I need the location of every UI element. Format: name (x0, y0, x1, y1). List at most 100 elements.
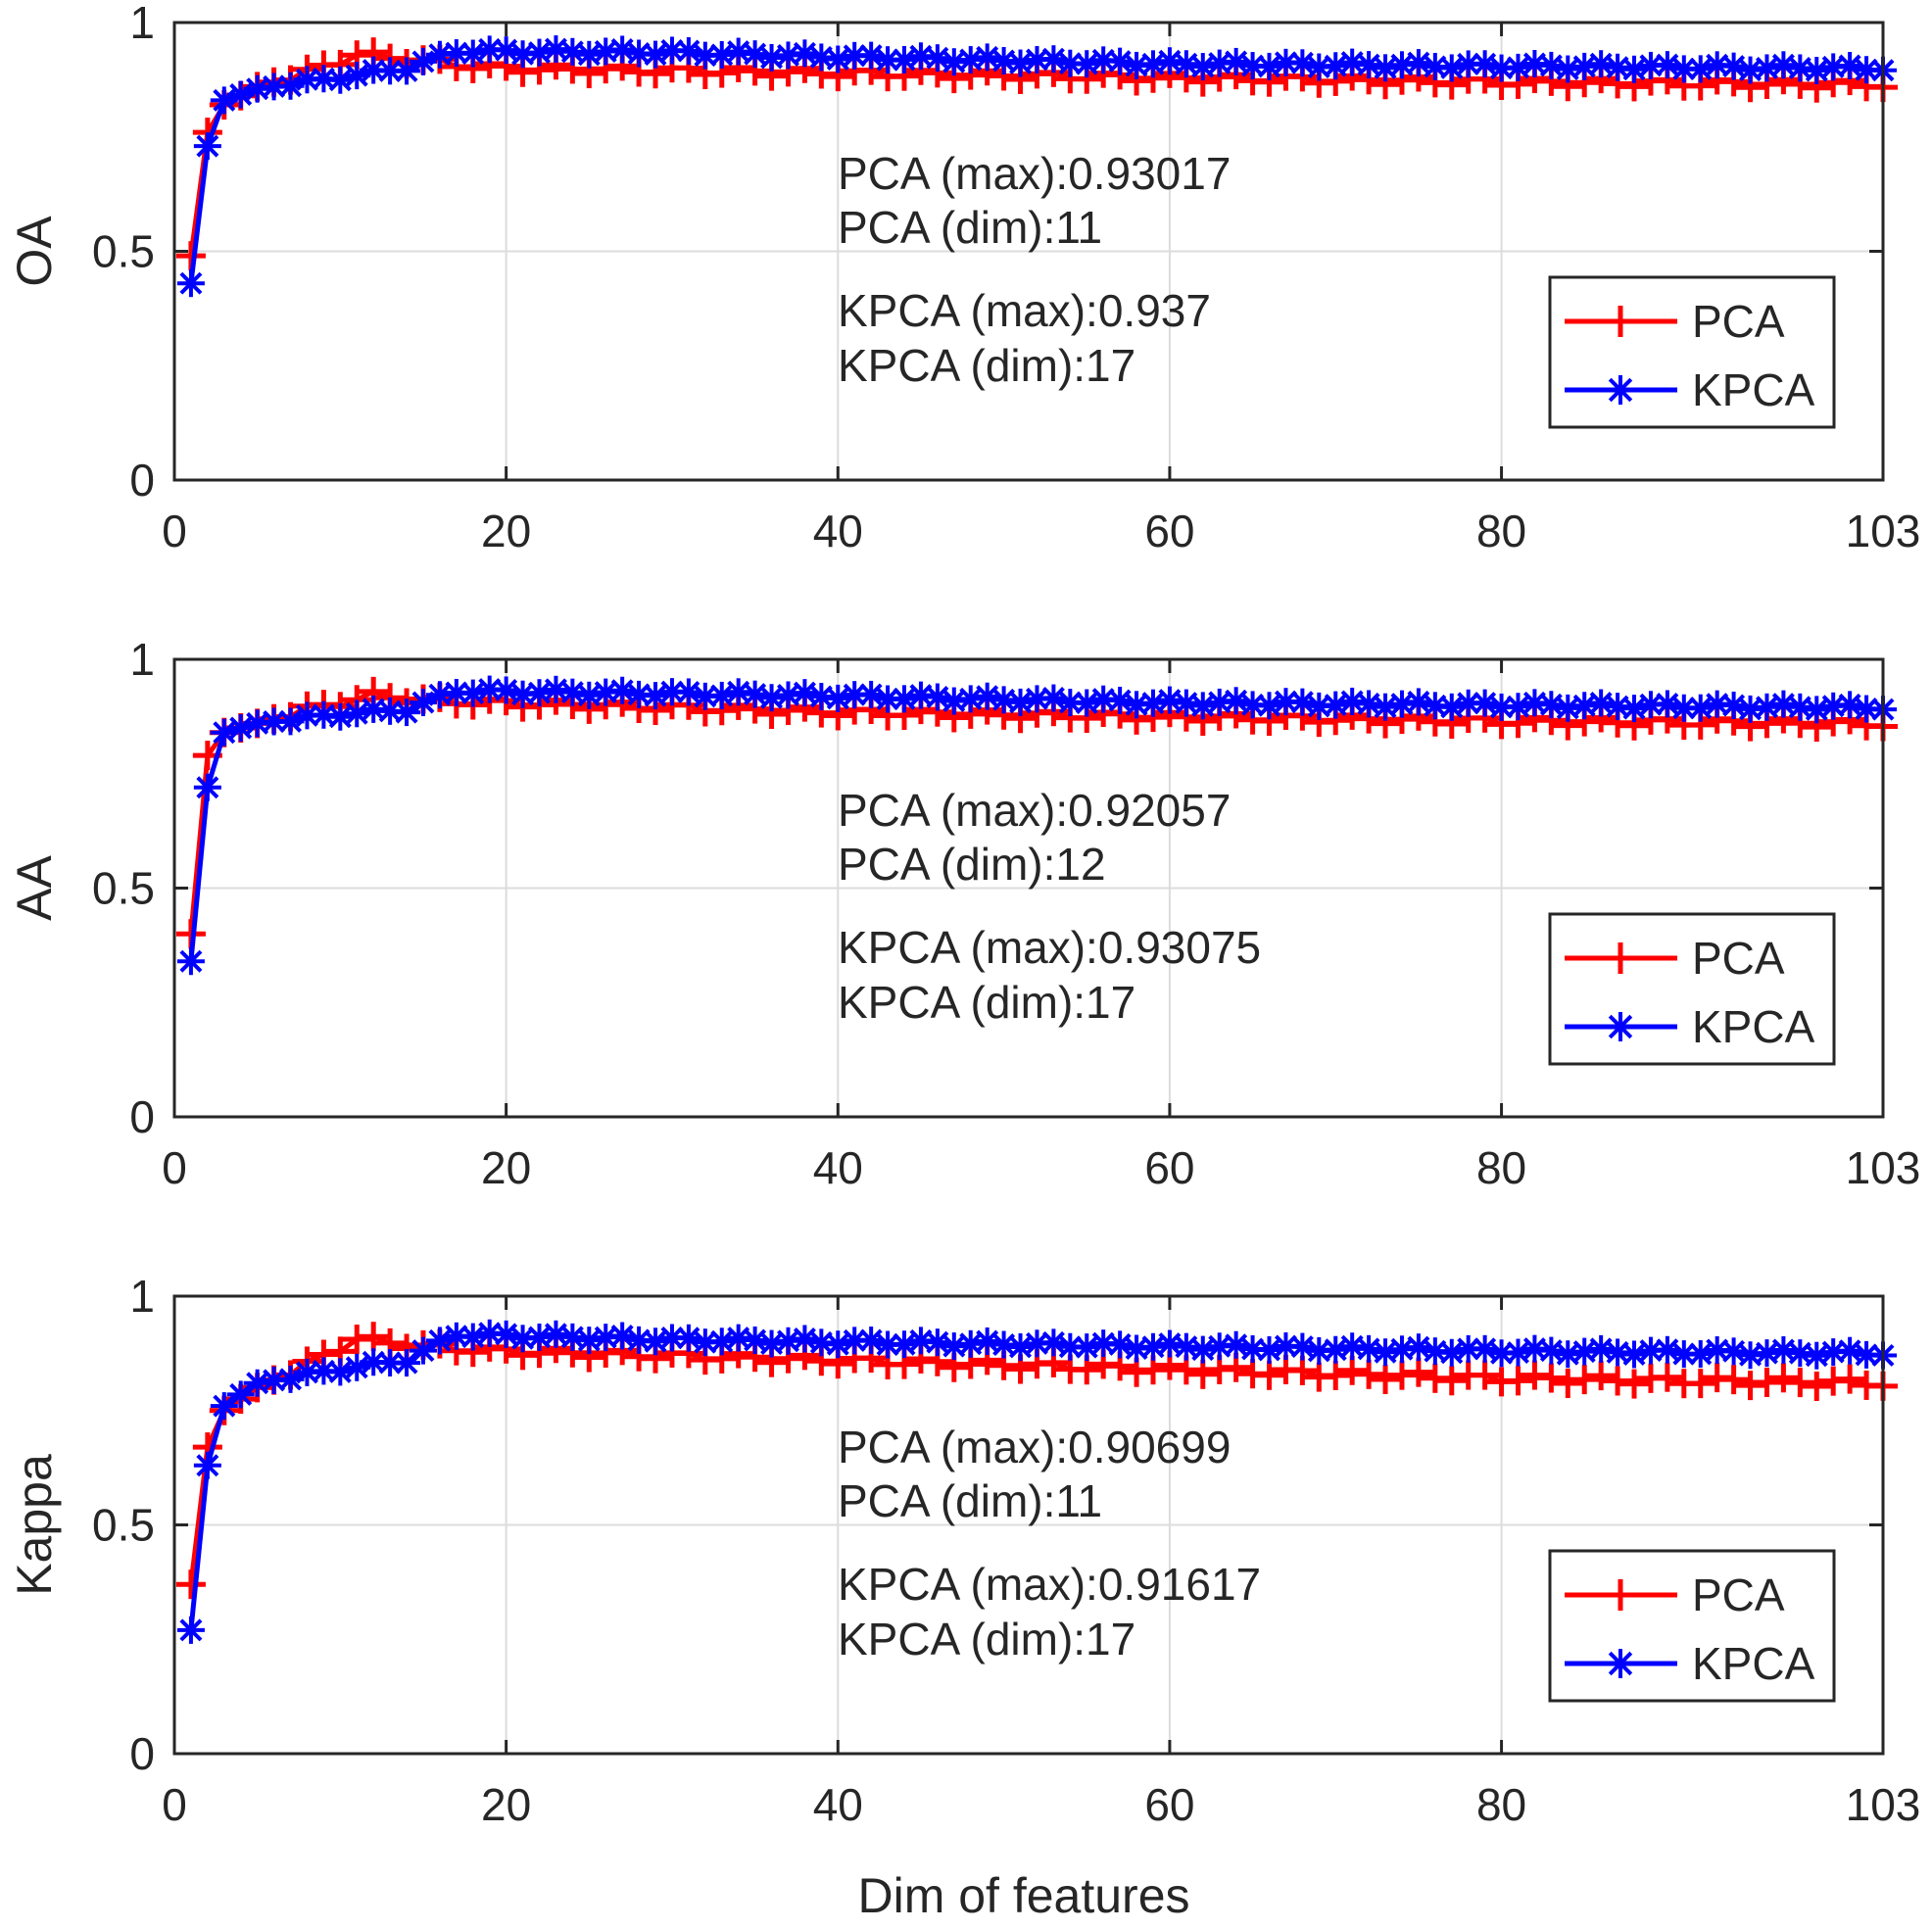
data-point (1719, 52, 1748, 80)
data-point (691, 1328, 719, 1357)
data-point (1719, 691, 1748, 719)
data-point (343, 700, 371, 728)
x-tick-label: 60 (1144, 1142, 1194, 1193)
data-point (459, 39, 487, 68)
legend-label: KPCA (1692, 1638, 1815, 1689)
data-point (1537, 51, 1566, 79)
annotation-text: PCA (dim):12 (838, 839, 1106, 890)
data-point (1138, 1332, 1167, 1361)
y-tick-label: 0 (129, 1091, 155, 1142)
y-tick-label: 1 (129, 634, 155, 685)
annotation-text: KPCA (dim):17 (838, 977, 1135, 1028)
data-point (260, 72, 288, 101)
data-point (1255, 52, 1283, 80)
data-point (1222, 687, 1250, 715)
data-point (707, 681, 736, 709)
legend-box (1548, 275, 1836, 429)
legend: PCA KPCA (1548, 1549, 1836, 1703)
data-point (525, 38, 554, 67)
data-point (1587, 1334, 1616, 1363)
data-point (1338, 1332, 1367, 1361)
data-point (1073, 1333, 1101, 1362)
data-point (1106, 1330, 1135, 1359)
legend-marker (1605, 306, 1636, 337)
annotation-text: KPCA (dim):17 (838, 340, 1135, 391)
legend-marker (1606, 375, 1635, 405)
data-point (642, 40, 670, 69)
data-point (1073, 50, 1101, 78)
x-tick-label: 80 (1476, 1142, 1526, 1193)
chart-panel: 0 20 40 60 80 103 0 0.5 1 OA PCA (max):0.93017PCA … (7, 0, 1920, 556)
data-point (1735, 1371, 1765, 1401)
annotation-text: PCA (max):0.90699 (838, 1422, 1231, 1472)
data-point (1403, 1357, 1433, 1387)
data-point (1836, 691, 1864, 719)
data-point (176, 1616, 205, 1644)
legend-label: PCA (1692, 1569, 1785, 1620)
data-point (1652, 1362, 1682, 1392)
data-point (1686, 1340, 1715, 1369)
y-axis-label: Kappa (7, 1454, 62, 1596)
data-point (1686, 694, 1715, 722)
series-kpca (176, 35, 1897, 298)
data-point (923, 683, 951, 711)
data-point (1503, 1366, 1533, 1396)
data-point (1355, 1334, 1383, 1363)
data-point (707, 40, 736, 69)
data-point (1287, 1355, 1318, 1385)
data-point (891, 46, 919, 74)
data-point (724, 1324, 752, 1352)
data-point (1355, 51, 1383, 79)
data-point (1620, 1340, 1649, 1369)
data-point (1587, 50, 1616, 78)
data-point (1187, 1359, 1218, 1389)
data-point (1138, 689, 1167, 717)
x-tick-label: 20 (481, 506, 531, 556)
y-tick-label: 1 (129, 1271, 155, 1322)
data-point (542, 1320, 570, 1348)
data-point (1386, 1360, 1417, 1390)
data-point (575, 1327, 604, 1355)
data-point (1039, 684, 1068, 712)
y-axis-label: OA (7, 216, 62, 287)
data-point (226, 1380, 255, 1409)
legend-label: KPCA (1692, 1001, 1815, 1052)
data-point (1188, 692, 1217, 720)
data-point (1437, 54, 1466, 82)
data-point (1836, 52, 1864, 80)
x-tick-label: 40 (813, 506, 863, 556)
y-tick-label: 0 (129, 1728, 155, 1779)
data-point (1504, 1338, 1532, 1367)
data-point (1006, 49, 1035, 77)
data-point (210, 718, 238, 747)
data-point (857, 41, 886, 70)
data-point (1255, 1335, 1283, 1364)
y-tick-label: 1 (129, 0, 155, 48)
data-point (1470, 1360, 1500, 1390)
data-point (193, 132, 221, 161)
data-point (1768, 1363, 1799, 1393)
data-point (1520, 1360, 1550, 1390)
data-point (425, 1327, 454, 1355)
data-point (1586, 1361, 1617, 1391)
data-point (1354, 1359, 1384, 1389)
x-axis-label: Dim of features (857, 1868, 1189, 1923)
data-point (1238, 1334, 1267, 1363)
data-point (973, 682, 1001, 710)
data-point (608, 1322, 637, 1350)
legend-box (1548, 1549, 1836, 1703)
series-kpca (176, 675, 1897, 976)
data-point (791, 39, 819, 68)
data-point (175, 1569, 206, 1600)
data-point (558, 1323, 587, 1351)
data-point (1504, 53, 1532, 81)
data-point (1570, 52, 1599, 80)
annotation-text: KPCA (max):0.93075 (838, 922, 1261, 973)
data-point (1803, 1341, 1831, 1370)
data-point (1620, 695, 1649, 723)
annotation-text: PCA (max):0.93017 (838, 148, 1231, 199)
y-tick-label: 0.5 (92, 1500, 155, 1551)
data-point (707, 1327, 736, 1356)
data-point (1404, 1333, 1432, 1362)
data-point (459, 1323, 487, 1351)
